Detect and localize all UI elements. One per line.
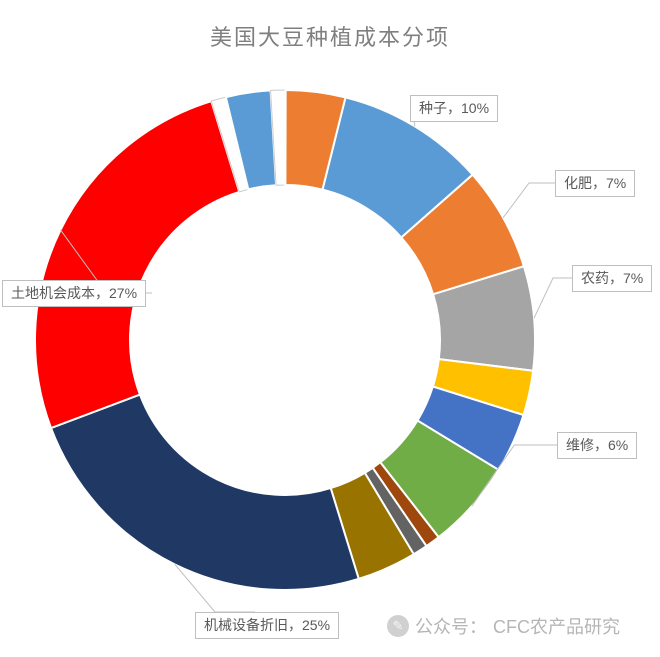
chart-title: 美国大豆种植成本分项 bbox=[210, 20, 450, 52]
wechat-icon: ✎ bbox=[387, 615, 409, 637]
chart-container: 美国大豆种植成本分项 ✎ 公众号： CFC农产品研究 种子，10% 化肥，7% 农药… bbox=[0, 0, 660, 657]
slice-label-机械设备折旧: 机械设备折旧，25% bbox=[195, 612, 339, 639]
slice-label-化肥: 化肥，7% bbox=[555, 170, 635, 197]
slice-label-种子: 种子，10% bbox=[410, 95, 498, 122]
watermark-prefix: 公众号： bbox=[415, 613, 487, 639]
slice-label-土地机会成本: 土地机会成本，27% bbox=[2, 280, 146, 307]
watermark-text: CFC农产品研究 bbox=[493, 613, 620, 639]
slice-label-农药: 农药，7% bbox=[572, 265, 652, 292]
donut-chart bbox=[0, 50, 660, 657]
slice-土地机会成本 bbox=[35, 101, 239, 428]
watermark: ✎ 公众号： CFC农产品研究 bbox=[387, 613, 620, 639]
slice-label-维修: 维修，6% bbox=[557, 432, 637, 459]
slice-机械设备折旧 bbox=[51, 395, 359, 590]
